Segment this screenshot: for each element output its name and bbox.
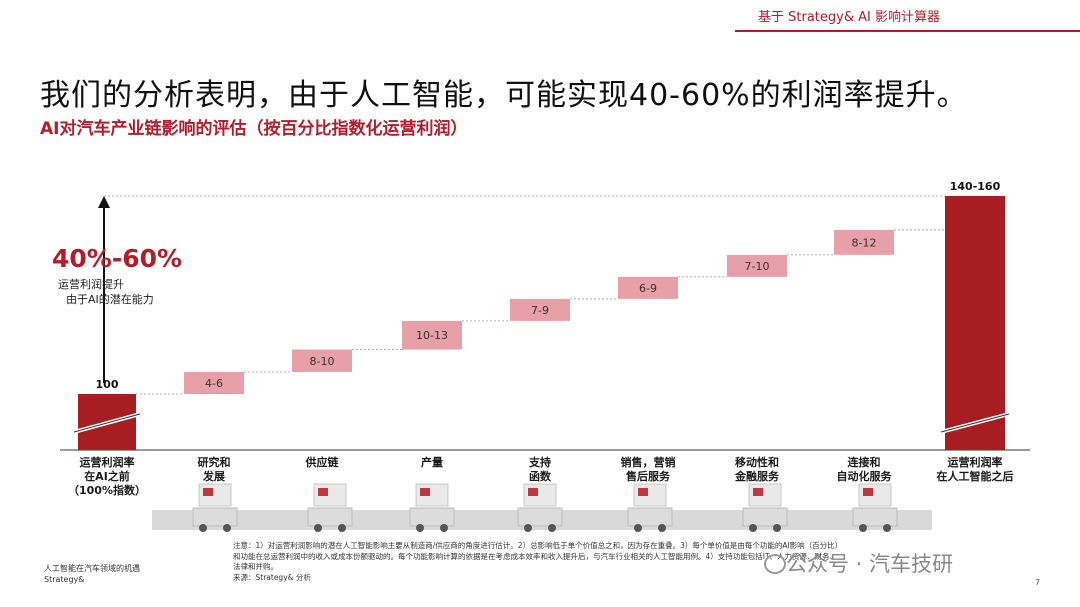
watermark: 公众号 · 汽车技研 <box>786 552 954 576</box>
base-value-label: 100 <box>96 378 119 391</box>
increment-label-6: 7-10 <box>745 260 770 273</box>
footer-line2: Strategy& <box>44 575 85 584</box>
footer-left: 人工智能在汽车领域的机遇 Strategy& <box>44 563 140 585</box>
total-bar <box>945 196 1005 450</box>
car-service-icon <box>735 478 795 536</box>
total-break-line <box>940 413 1010 433</box>
chart-subtitle: AI对汽车产业链影响的评估（按百分比指数化运营利润） <box>40 119 468 139</box>
base-break-line <box>73 413 141 433</box>
wechat-icon <box>764 554 786 574</box>
gears-icon <box>510 478 570 536</box>
phone-icon <box>620 478 680 536</box>
header-tag: 基于 Strategy& AI 影响计算器 <box>758 10 940 25</box>
category-label-1: 运营利润率 在AI之前 （100%指数） <box>68 456 146 497</box>
footnotes: 注意：1）对运营利润影响的潜在人工智能影响主要从制造商/供应商的角度进行估计。2… <box>233 541 843 583</box>
uplift-arrow-head <box>98 196 110 208</box>
category-label-6: 销售，营销 售后服务 <box>620 456 676 483</box>
category-label-3: 供应链 <box>305 456 339 469</box>
increment-label-1: 4-6 <box>205 377 223 390</box>
page-number: 7 <box>1035 578 1041 587</box>
footer-line1: 人工智能在汽车领域的机遇 <box>44 564 140 573</box>
car-showroom-icon <box>845 478 905 536</box>
increment-label-4: 7-9 <box>531 304 549 317</box>
header-rule <box>735 30 1080 32</box>
robot-arm-icon <box>402 478 462 536</box>
source-text: 来源：Strategy& 分析 <box>233 572 311 582</box>
category-label-5: 支持 函数 <box>529 456 551 483</box>
notes-text: 注意：1）对运营利润影响的潜在人工智能影响主要从制造商/供应商的角度进行估计。2… <box>233 541 843 571</box>
category-label-9: 运营利润率 在人工智能之后 <box>936 456 1014 483</box>
total-value-label: 140-160 <box>950 180 1001 193</box>
increment-bar-1 <box>184 372 244 394</box>
category-label-8: 连接和 自动化服务 <box>836 456 892 483</box>
increment-bar-5 <box>618 276 678 299</box>
increment-label-7: 8-12 <box>852 236 877 249</box>
truck-icon <box>300 478 360 536</box>
increment-label-2: 8-10 <box>310 355 335 368</box>
category-label-4: 产量 <box>421 456 443 469</box>
category-label-7: 移动性和 金融服务 <box>735 456 779 483</box>
uplift-value: 40%-60% <box>52 244 183 273</box>
uplift-note-line1: 运营利润提升 <box>58 278 124 291</box>
increment-bar-3 <box>402 320 462 350</box>
increment-label-5: 6-9 <box>639 282 657 295</box>
increment-bar-4 <box>510 298 570 321</box>
category-label-2: 研究和 发展 <box>197 456 231 483</box>
page-title: 我们的分析表明，由于人工智能，可能实现40-60%的利润率提升。 <box>40 78 968 113</box>
desk-icon <box>185 478 245 536</box>
increment-bar-6 <box>727 254 787 277</box>
increment-bar-2 <box>292 349 352 372</box>
increment-label-3: 10-13 <box>416 329 448 342</box>
uplift-note-line2: 由于AI的潜在能力 <box>66 293 154 306</box>
increment-bar-7 <box>834 229 894 255</box>
